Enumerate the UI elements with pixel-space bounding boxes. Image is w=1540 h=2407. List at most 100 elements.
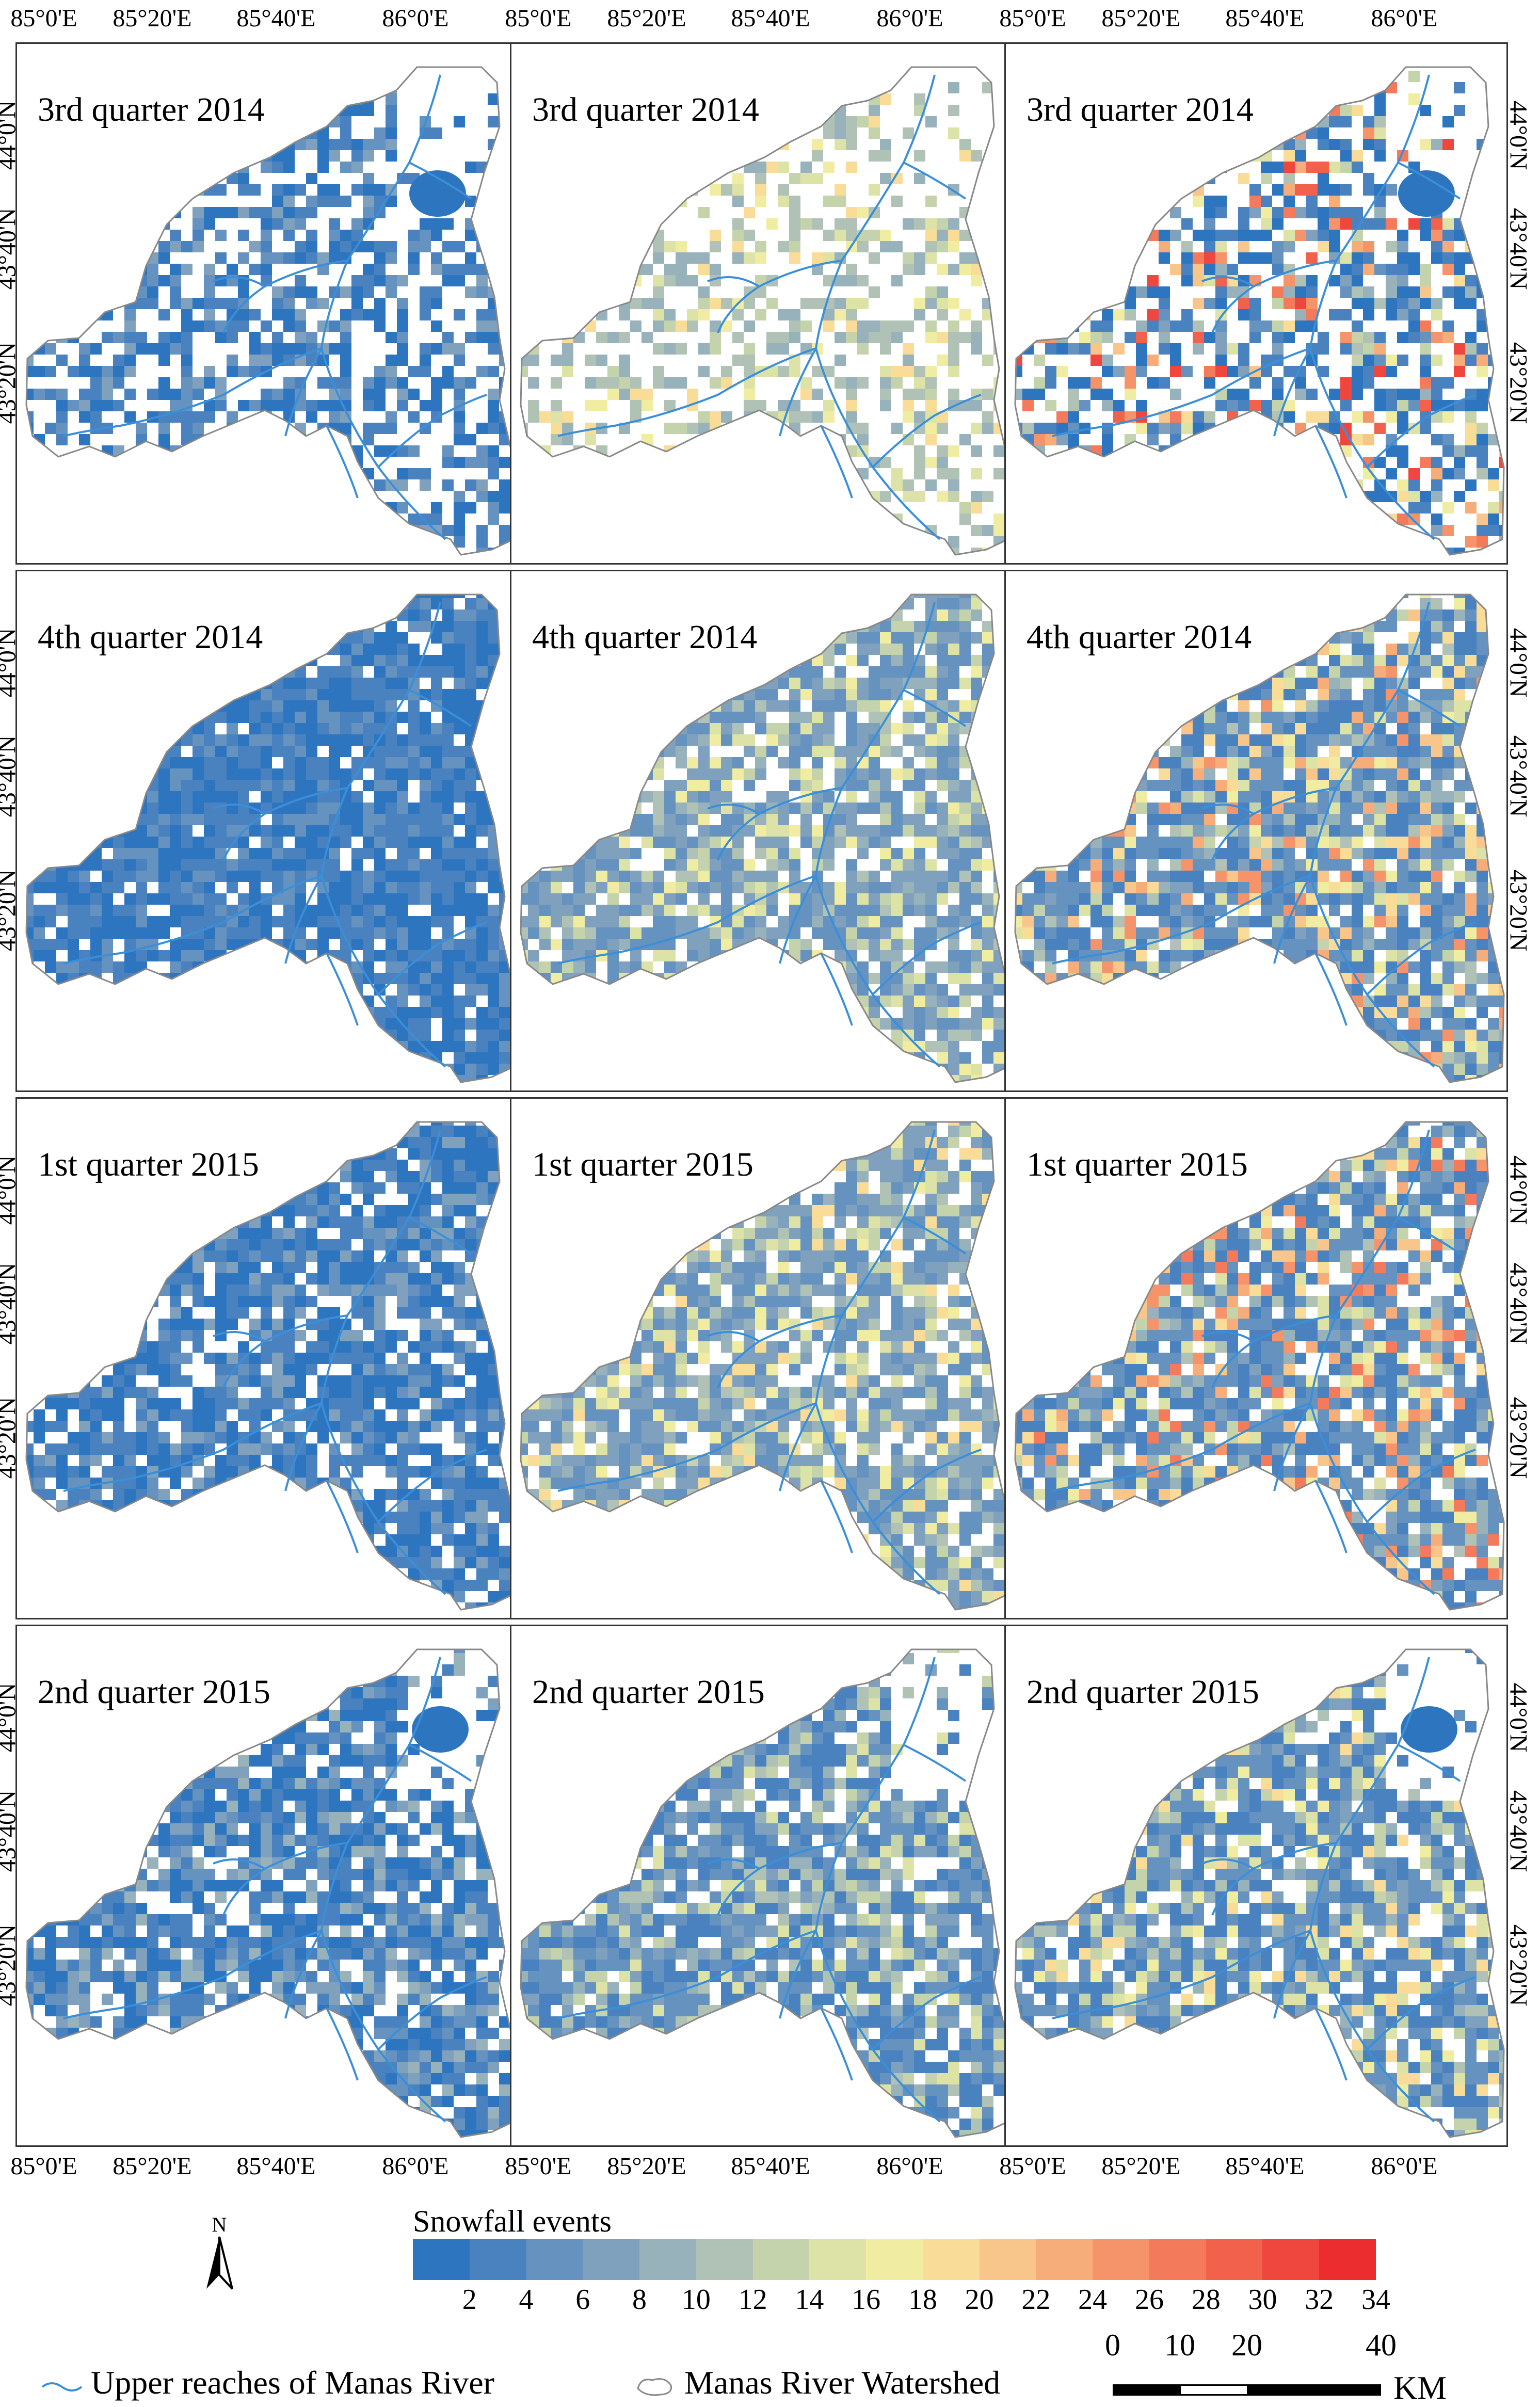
map-panel: 3rd quarter 2014 [510, 42, 1014, 565]
river-line [820, 2008, 853, 2081]
legend-swatch [1262, 2239, 1320, 2280]
legend-swatch [583, 2239, 640, 2280]
scale-bar [1113, 2384, 1381, 2396]
longitude-tick-label: 86°0'E [382, 2153, 449, 2180]
panel-title: 1st quarter 2015 [38, 1146, 259, 1183]
river-line [377, 921, 487, 996]
scale-number: 40 [1366, 2328, 1397, 2362]
river-line [1273, 348, 1311, 437]
river-line [326, 425, 359, 499]
legend-label: 8 [632, 2284, 647, 2316]
river-line [1314, 2008, 1348, 2081]
river-line [1273, 1403, 1311, 1491]
panel-title: 4th quarter 2014 [532, 618, 758, 656]
longitude-tick-label: 85°40'E [1225, 2153, 1305, 2180]
longitude-tick-label: 85°40'E [731, 2153, 810, 2180]
legend-color-bar [413, 2239, 1376, 2280]
watershed-outline [520, 1648, 1010, 2138]
lake-patch [409, 170, 466, 217]
longitude-tick-label: 85°0'E [505, 2153, 572, 2180]
river-line [377, 1449, 487, 1523]
panel-title: 3rd quarter 2014 [532, 91, 759, 129]
watershed-outline [25, 66, 516, 556]
river-line [557, 1930, 816, 2019]
river-line [903, 1744, 967, 1782]
river-line [872, 394, 982, 468]
river-line [903, 689, 967, 727]
snowfall-map [520, 66, 1010, 556]
latitude-tick-label: 43°20'N [1504, 1924, 1532, 2007]
legend-label: 10 [681, 2284, 711, 2316]
legend-swatch [866, 2239, 923, 2280]
river-line [1052, 875, 1311, 965]
river-line [717, 1842, 842, 1916]
river-line [213, 276, 266, 287]
legend-swatch [809, 2239, 867, 2280]
river-line [320, 602, 446, 1068]
river-line [820, 425, 853, 499]
snowfall-raster [521, 1122, 1009, 1610]
panel-title: 2nd quarter 2015 [38, 1673, 270, 1711]
map-panel: 1st quarter 2015 [510, 1097, 1014, 1619]
river-line [284, 1403, 323, 1491]
legend-swatch [469, 2239, 526, 2280]
snowfall-map [1014, 66, 1505, 556]
longitude-tick-label: 85°20'E [607, 2153, 686, 2180]
river-line [1366, 921, 1476, 996]
longitude-tick-label: 86°0'E [876, 5, 943, 32]
legend-swatch [696, 2239, 753, 2280]
river-line [1314, 1480, 1348, 1553]
latitude-tick-label: 43°20'N [1504, 1397, 1532, 1479]
river-line [1211, 260, 1337, 333]
watershed-outline [1014, 66, 1505, 556]
snowfall-raster [521, 1649, 1009, 2137]
latitude-tick-label: 43°20'N [1504, 869, 1532, 952]
river-line [1273, 1930, 1311, 2019]
panel-title: 3rd quarter 2014 [38, 91, 265, 129]
snowfall-raster [1015, 67, 1504, 555]
longitude-tick-label: 85°0'E [10, 5, 77, 32]
river-line [326, 953, 359, 1026]
watershed-outline [520, 593, 1010, 1083]
legend-label: 6 [575, 2284, 590, 2316]
legend-label: 26 [1134, 2284, 1164, 2316]
river-line [872, 1976, 982, 2050]
scale-number: 10 [1164, 2328, 1195, 2362]
map-panel: 1st quarter 2015 [1004, 1097, 1508, 1619]
river-line [222, 787, 348, 861]
river-line [1201, 1331, 1255, 1342]
legend-label: 32 [1305, 2284, 1334, 2316]
map-panel: 2nd quarter 2015 [15, 1625, 519, 2147]
longitude-tick-label: 85°40'E [731, 5, 810, 32]
river-line [409, 1744, 472, 1782]
river-line [320, 74, 446, 540]
snowfall-map [25, 1648, 516, 2138]
latitude-tick-label: 43°40'N [1504, 1262, 1532, 1345]
latitude-tick-label: 44°0'N [0, 1155, 21, 1225]
map-panel: 4th quarter 2014 [15, 570, 519, 1092]
latitude-tick-label: 44°0'N [1504, 1682, 1532, 1753]
longitude-tick-label: 85°0'E [505, 5, 572, 32]
river-line [557, 1402, 816, 1492]
river-line [1211, 1842, 1337, 1916]
river-line [222, 1314, 348, 1388]
legend-swatch [1149, 2239, 1206, 2280]
latitude-tick-label: 43°20'N [0, 342, 21, 424]
longitude-tick-label: 85°20'E [1101, 5, 1181, 32]
river-line [557, 875, 816, 965]
river-line [814, 1657, 941, 2123]
river-line [872, 1449, 982, 1523]
snowfall-raster [26, 595, 515, 1082]
river-line [320, 1657, 446, 2123]
latitude-tick-label: 43°40'N [1504, 735, 1532, 817]
snowfall-map [25, 66, 516, 556]
legend-label: 18 [908, 2284, 937, 2316]
watershed-outline [520, 1121, 1010, 1611]
map-panel: 3rd quarter 2014 [1004, 42, 1508, 565]
scale-number: 20 [1231, 2328, 1262, 2362]
latitude-tick-label: 44°0'N [0, 100, 21, 170]
longitude-tick-label: 85°40'E [236, 2153, 316, 2180]
snowfall-map [520, 1648, 1010, 2138]
river-line [326, 2008, 359, 2081]
river-line [814, 74, 941, 540]
